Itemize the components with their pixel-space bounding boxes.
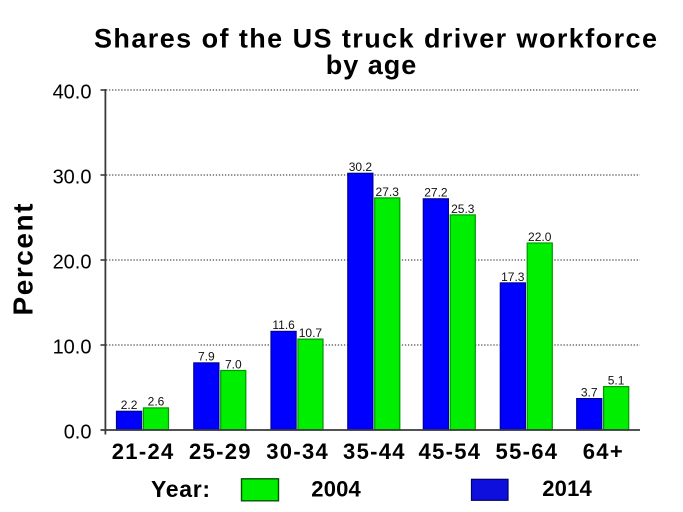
svg-text:Year:: Year: xyxy=(151,476,210,502)
svg-text:45-54: 45-54 xyxy=(419,439,481,464)
svg-text:11.6: 11.6 xyxy=(272,318,295,332)
svg-text:10.7: 10.7 xyxy=(299,326,323,340)
svg-text:2014: 2014 xyxy=(542,476,592,501)
svg-text:25.3: 25.3 xyxy=(451,202,475,216)
svg-text:25-29: 25-29 xyxy=(189,439,250,464)
svg-text:by age: by age xyxy=(326,50,417,80)
svg-text:30-34: 30-34 xyxy=(266,439,328,464)
svg-text:0.0: 0.0 xyxy=(64,422,92,444)
svg-text:30.2: 30.2 xyxy=(349,160,373,174)
svg-text:20.0: 20.0 xyxy=(53,252,92,274)
svg-text:30.0: 30.0 xyxy=(53,167,92,189)
svg-text:55-64: 55-64 xyxy=(496,439,558,464)
svg-text:2.6: 2.6 xyxy=(148,395,165,409)
svg-text:5.1: 5.1 xyxy=(608,373,625,387)
svg-text:27.2: 27.2 xyxy=(424,186,448,200)
svg-text:22.0: 22.0 xyxy=(528,230,552,244)
svg-text:35-44: 35-44 xyxy=(343,439,405,464)
svg-text:Shares of the US truck driver: Shares of the US truck driver workforce xyxy=(94,24,657,54)
svg-text:64+: 64+ xyxy=(583,439,623,464)
svg-text:7.9: 7.9 xyxy=(198,350,215,364)
svg-text:27.3: 27.3 xyxy=(376,185,400,199)
svg-text:2004: 2004 xyxy=(311,476,361,501)
svg-text:2.2: 2.2 xyxy=(121,398,138,412)
svg-text:Percent: Percent xyxy=(8,204,39,316)
svg-text:21-24: 21-24 xyxy=(112,439,174,464)
svg-text:7.0: 7.0 xyxy=(225,357,242,371)
svg-text:40.0: 40.0 xyxy=(53,82,92,104)
svg-text:10.0: 10.0 xyxy=(53,337,92,359)
svg-text:3.7: 3.7 xyxy=(581,385,598,399)
svg-text:17.3: 17.3 xyxy=(501,270,525,284)
